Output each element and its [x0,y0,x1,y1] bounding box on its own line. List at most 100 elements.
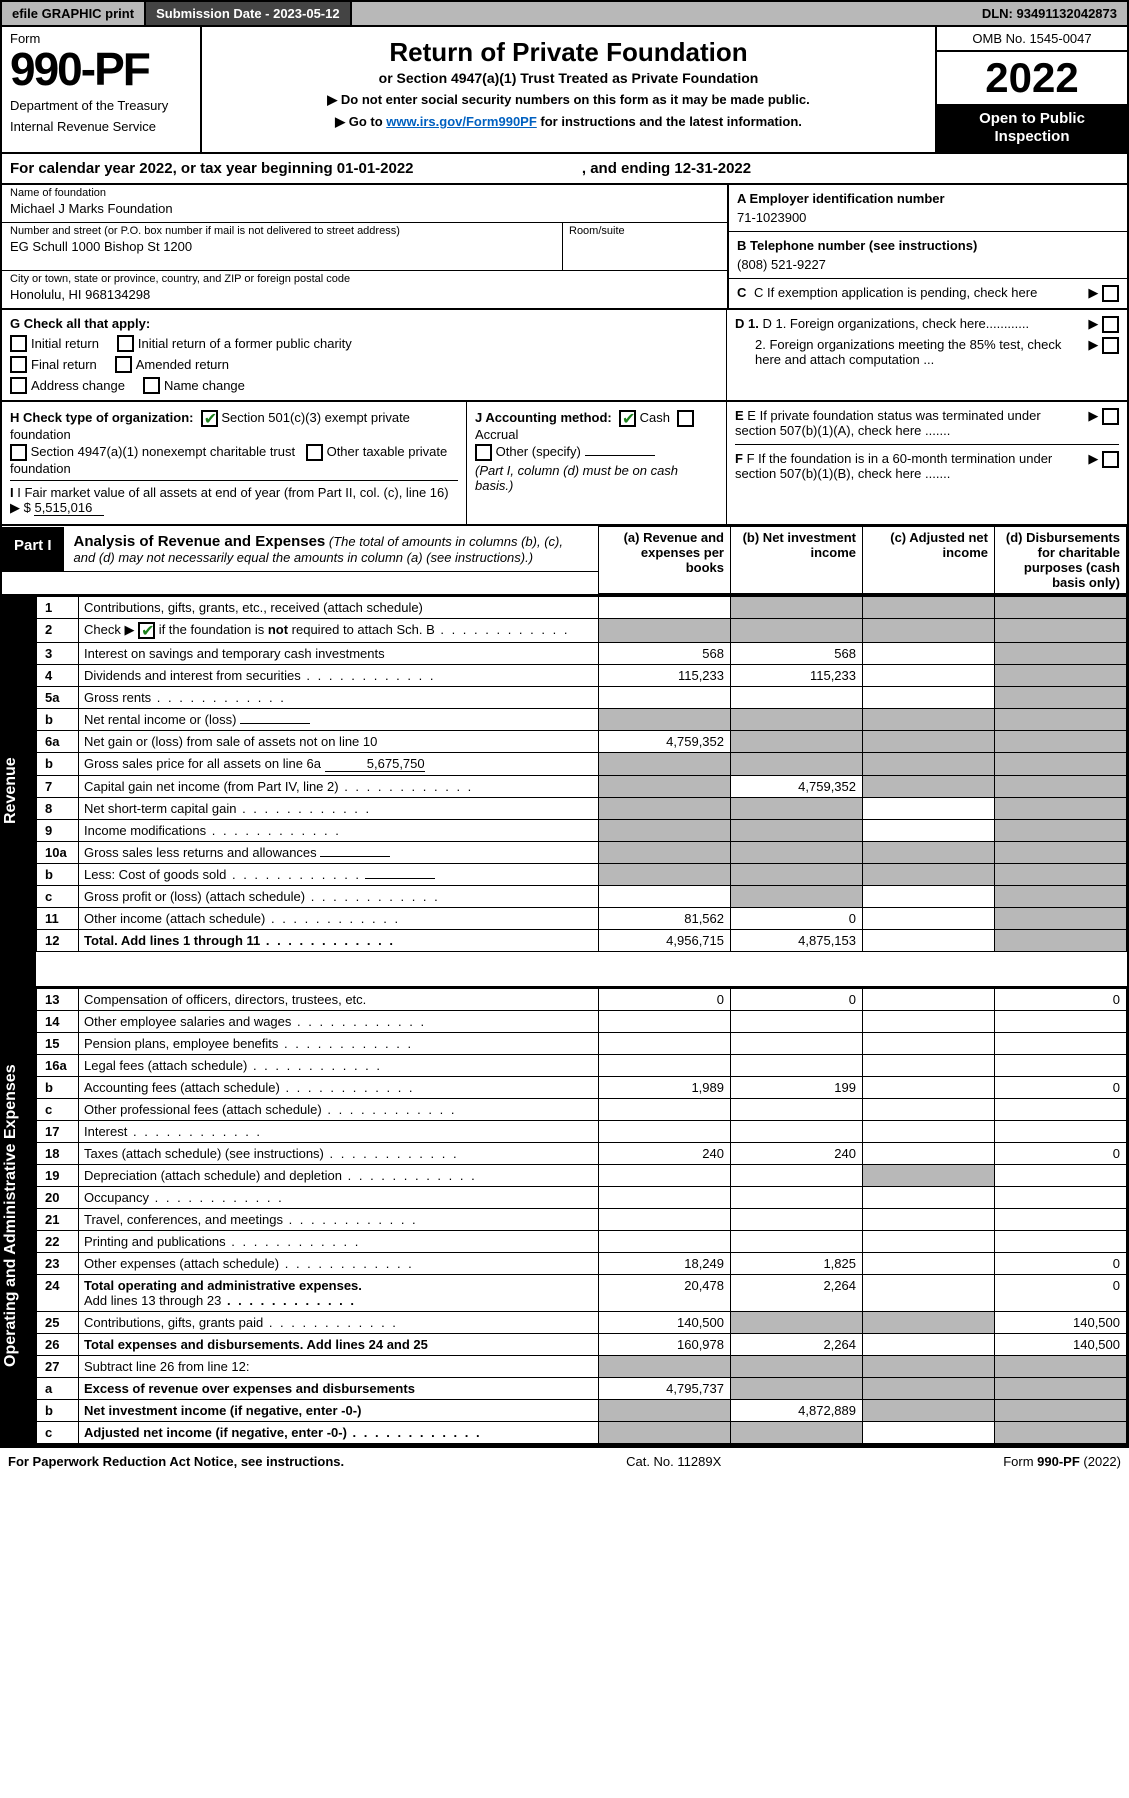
room-label: Room/suite [562,223,631,270]
hij-row: H Check type of organization: Section 50… [0,402,1129,526]
efile-badge[interactable]: efile GRAPHIC print [2,2,146,25]
pending-cell: C C If exemption application is pending,… [729,279,1127,308]
col-b-hdr: (b) Net investment income [731,527,863,594]
ck-initial[interactable] [10,335,27,352]
form-header: Form 990-PF Department of the Treasury I… [0,27,1129,154]
goto-pre: ▶ Go to [335,114,386,129]
g-label: G Check all that apply: [10,316,150,331]
form-number: 990-PF [10,46,192,92]
addr-cell: Number and street (or P.O. box number if… [2,223,727,271]
lbl-initial-former: Initial return of a former public charit… [138,336,352,351]
row-6a: 6aNet gain or (loss) from sale of assets… [37,731,1127,753]
row-21: 21Travel, conferences, and meetings [37,1209,1127,1231]
row-9: 9Income modifications [37,820,1127,842]
goto-line: ▶ Go to www.irs.gov/Form990PF for instru… [210,114,927,130]
r10a-blank [320,856,390,857]
ein-cell: A Employer identification number 71-1023… [729,185,1127,232]
dln: DLN: 93491132042873 [972,2,1127,25]
ck-cash[interactable] [619,410,636,427]
ssn-warning: ▶ Do not enter social security numbers o… [210,92,927,108]
row-1: 1Contributions, gifts, grants, etc., rec… [37,597,1127,619]
r6b-value: 5,675,750 [325,756,425,772]
part1-tag: Part I [2,527,64,572]
f-text: F If the foundation is in a 60-month ter… [735,451,1052,481]
lbl-name-change: Name change [164,378,245,393]
calendar-year-row: For calendar year 2022, or tax year begi… [0,154,1129,185]
ck-initial-former[interactable] [117,335,134,352]
row-20: 20Occupancy [37,1187,1127,1209]
col-a-hdr: (a) Revenue and expenses per books [599,527,731,594]
row-19: 19Depreciation (attach schedule) and dep… [37,1165,1127,1187]
identity-block: Name of foundation Michael J Marks Found… [0,185,1129,310]
tel-cell: B Telephone number (see instructions) (8… [729,232,1127,279]
other-method-line [585,455,655,456]
i-value: 5,515,016 [34,500,104,516]
row-25: 25Contributions, gifts, grants paid140,5… [37,1312,1127,1334]
row-3: 3Interest on savings and temporary cash … [37,643,1127,665]
ops-section: Operating and Administrative Expenses 13… [0,988,1129,1446]
row-13: 13Compensation of officers, directors, t… [37,989,1127,1011]
footer-left: For Paperwork Reduction Act Notice, see … [8,1454,344,1469]
city-label: City or town, state or province, country… [10,273,719,285]
h-label: H Check type of organization: [10,410,193,425]
city-cell: City or town, state or province, country… [2,271,727,308]
ck-e[interactable] [1102,408,1119,425]
ein-value: 71-1023900 [737,210,1119,225]
row-16b: bAccounting fees (attach schedule)1,9891… [37,1077,1127,1099]
part1-header: Part I Analysis of Revenue and Expenses … [0,526,1129,596]
row-27: 27Subtract line 26 from line 12: [37,1356,1127,1378]
row-23: 23Other expenses (attach schedule)18,249… [37,1253,1127,1275]
d2-text: 2. Foreign organizations meeting the 85%… [755,337,1061,367]
ck-addr-change[interactable] [10,377,27,394]
goto-post: for instructions and the latest informat… [537,114,802,129]
page-footer: For Paperwork Reduction Act Notice, see … [0,1446,1129,1475]
tel-value: (808) 521-9227 [737,257,1119,272]
ck-4947[interactable] [10,444,27,461]
row-14: 14Other employee salaries and wages [37,1011,1127,1033]
footer-right: Form 990-PF (2022) [1003,1454,1121,1469]
name-label: Name of foundation [10,187,719,199]
ein-label: A Employer identification number [737,191,1115,206]
ck-final[interactable] [10,356,27,373]
ck-f[interactable] [1102,451,1119,468]
row-12: 12Total. Add lines 1 through 114,956,715… [37,930,1127,952]
d1-text: D 1. Foreign organizations, check here..… [762,316,1029,331]
form-id-block: Form 990-PF Department of the Treasury I… [2,27,202,152]
r10b-blank [365,878,435,879]
ck-amended[interactable] [115,356,132,373]
lbl-cash: Cash [640,410,670,425]
calyear-begin: For calendar year 2022, or tax year begi… [10,160,414,177]
lbl-initial: Initial return [31,336,99,351]
row-5b: bNet rental income or (loss) [37,709,1127,731]
r5b-blank [240,723,310,724]
ck-d2[interactable] [1102,337,1119,354]
ck-accrual[interactable] [677,410,694,427]
pending-checkbox[interactable] [1102,285,1119,302]
j-note: (Part I, column (d) must be on cash basi… [475,463,718,493]
row-22: 22Printing and publications [37,1231,1127,1253]
ck-schb[interactable] [138,622,155,639]
city-value: Honolulu, HI 968134298 [10,287,719,302]
lbl-4947: Section 4947(a)(1) nonexempt charitable … [31,444,295,459]
ck-other-tax[interactable] [306,444,323,461]
ck-other-method[interactable] [475,444,492,461]
lbl-amended: Amended return [136,357,229,372]
footer-mid: Cat. No. 11289X [626,1454,721,1469]
form-title-block: Return of Private Foundation or Section … [202,27,937,152]
row-4: 4Dividends and interest from securities1… [37,665,1127,687]
ck-d1[interactable] [1102,316,1119,333]
ck-name-change[interactable] [143,377,160,394]
row-11: 11Other income (attach schedule)81,5620 [37,908,1127,930]
form-title: Return of Private Foundation [210,37,927,68]
form-link[interactable]: www.irs.gov/Form990PF [386,114,537,129]
e-text: E If private foundation status was termi… [735,408,1041,438]
row-27b: bNet investment income (if negative, ent… [37,1400,1127,1422]
row-16a: 16aLegal fees (attach schedule) [37,1055,1127,1077]
tel-label: B Telephone number (see instructions) [737,238,1115,253]
part1-title-cell: Analysis of Revenue and Expenses (The to… [64,527,598,572]
pending-text: C If exemption application is pending, c… [754,285,1037,300]
lbl-accrual: Accrual [475,427,518,442]
ck-501c3[interactable] [201,410,218,427]
row-6b: bGross sales price for all assets on lin… [37,753,1127,776]
calyear-end: , and ending 12-31-2022 [582,160,751,177]
